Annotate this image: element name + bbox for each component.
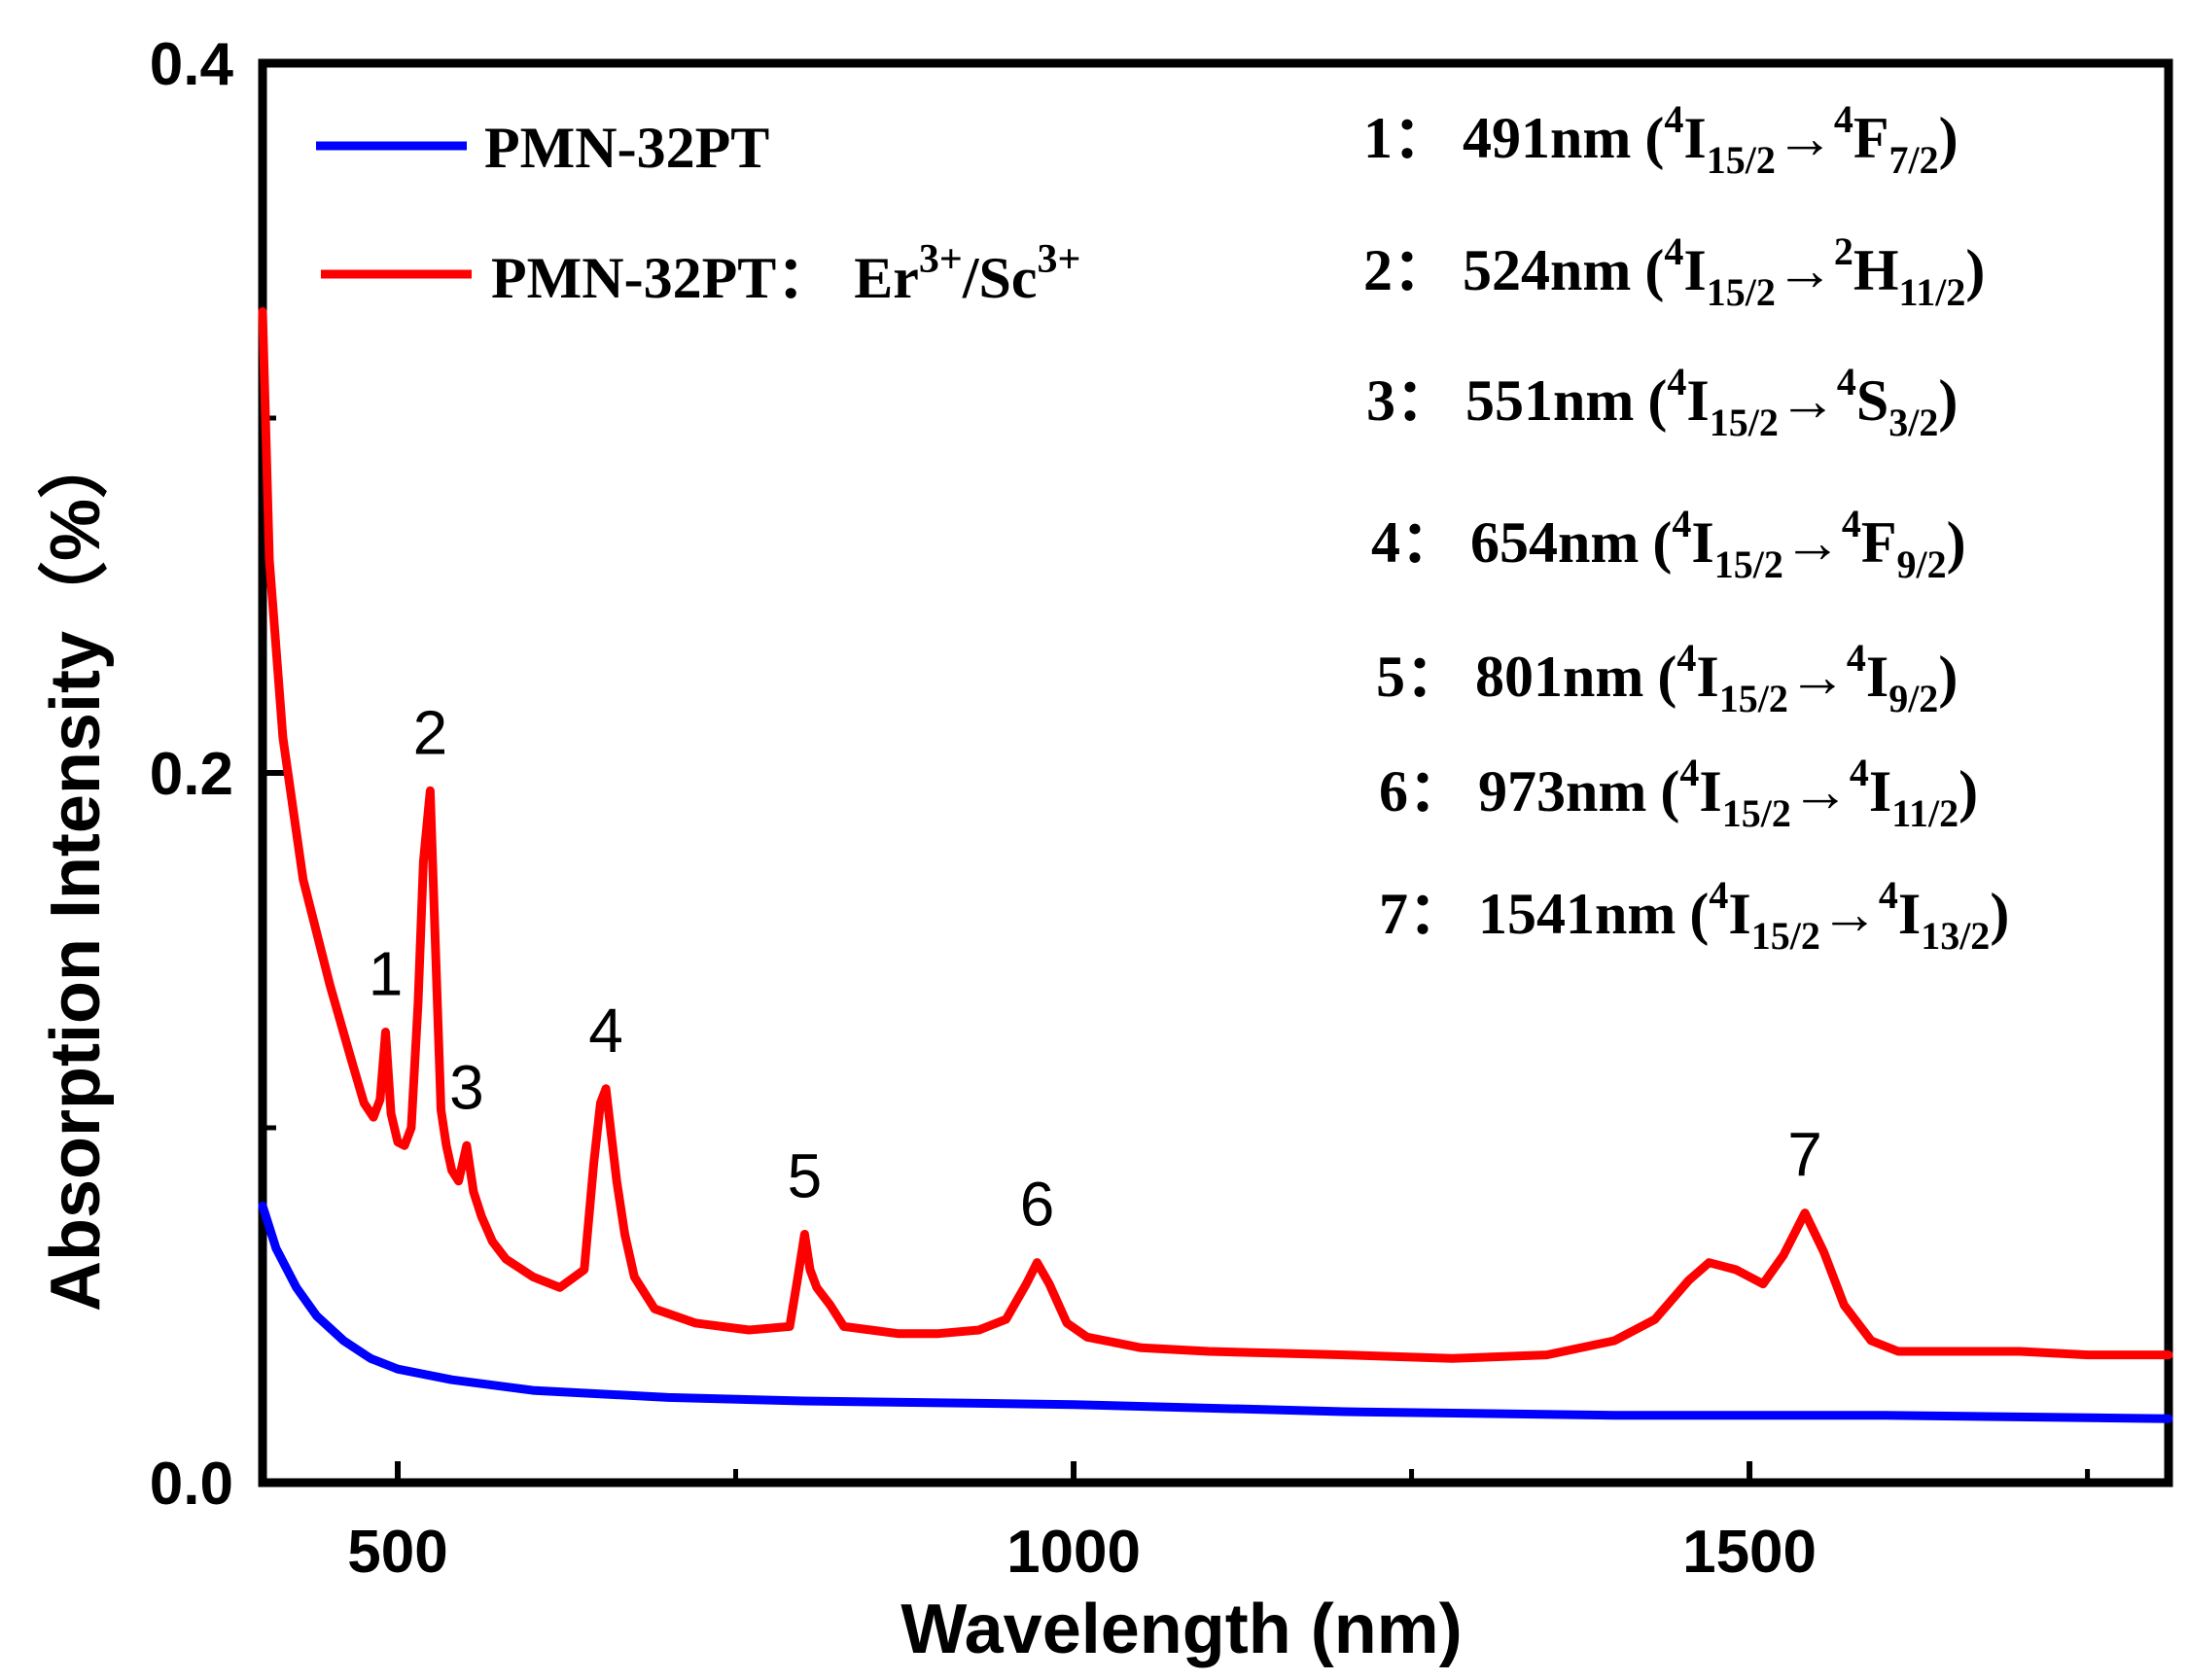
- peak-label: 7: [1787, 1120, 1822, 1190]
- x-tick-label: 500: [347, 1519, 447, 1586]
- legend: PMN-32PT PMN-32PT： Er3+/Sc3+: [316, 116, 1080, 310]
- legend-label-pmn: PMN-32PT: [484, 116, 769, 180]
- y-tick-label: 0.4: [150, 31, 234, 98]
- series-layer: [258, 307, 2173, 1423]
- axis-ticks: 500 1000 1500 0.0 0.2 0.4: [150, 31, 2091, 1586]
- peak-label: 5: [788, 1141, 823, 1211]
- x-axis-title: Wavelength (nm): [900, 1591, 1462, 1668]
- transition-annotation: 7： 1541nm (4I15/2→4I13/2): [1379, 873, 2009, 958]
- y-tick-label: 0.2: [150, 741, 233, 808]
- peak-label: 6: [1020, 1170, 1055, 1240]
- transition-annotation: 5： 801nm (4I15/2→4I9/2): [1376, 636, 1958, 720]
- transition-annotation: 2： 524nm (4I15/2→2H11/2): [1363, 229, 1985, 314]
- transition-annotations: 1： 491nm (4I15/2→4F7/2) 2： 524nm (4I15/2→2H11…: [1363, 97, 2009, 958]
- transition-annotation: 1： 491nm (4I15/2→4F7/2): [1363, 97, 1959, 182]
- legend-label-er-sc: PMN-32PT： Er3+/Sc3+: [491, 237, 1080, 310]
- y-tick-label: 0.0: [150, 1451, 233, 1518]
- peak-label: 3: [449, 1052, 484, 1122]
- legend-er: Er: [854, 246, 919, 310]
- transition-annotation: 4： 654nm (4I15/2→4F9/2): [1371, 502, 1966, 586]
- legend-prefix: PMN-32PT：: [491, 246, 834, 310]
- legend-sc: /Sc: [962, 246, 1038, 310]
- legend-sc-sup: 3+: [1038, 237, 1081, 282]
- x-tick-label: 1500: [1682, 1519, 1817, 1586]
- x-tick-label: 1000: [1006, 1519, 1141, 1586]
- y-axis-title: Absorption Intensity（%）: [37, 429, 115, 1312]
- peak-label: 1: [369, 938, 404, 1008]
- peak-label: 2: [413, 697, 448, 767]
- series-line-er-sc: [258, 307, 2173, 1363]
- peak-label: 4: [588, 996, 623, 1066]
- transition-annotation: 6： 973nm (4I15/2→4I11/2): [1379, 751, 1978, 835]
- legend-er-sup: 3+: [919, 237, 963, 282]
- transition-annotation: 3： 551nm (4I15/2→4S3/2): [1366, 360, 1958, 444]
- peak-labels: 1 2 3 4 5 6 7: [369, 697, 1822, 1239]
- series-line-pmn: [258, 1201, 2173, 1423]
